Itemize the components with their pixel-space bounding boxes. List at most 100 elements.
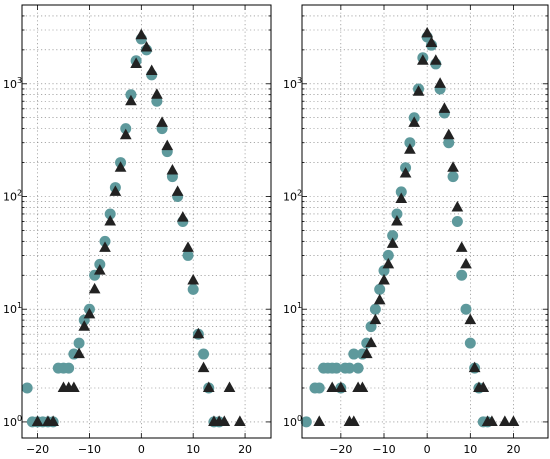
data-point-triangle bbox=[197, 361, 210, 373]
data-point-triangle bbox=[88, 282, 101, 294]
data-point-circle bbox=[348, 348, 360, 360]
data-point-triangle bbox=[114, 161, 127, 172]
data-point-triangle bbox=[507, 415, 520, 426]
data-point-circle bbox=[187, 283, 199, 295]
y-tick-exponent: 2 bbox=[297, 188, 302, 197]
data-point-triangle bbox=[93, 264, 106, 275]
data-point-triangle bbox=[434, 77, 446, 88]
plot-frame bbox=[301, 4, 549, 439]
y-tick-exponent: 2 bbox=[17, 188, 22, 197]
data-point-triangle bbox=[455, 241, 468, 252]
data-point-triangle bbox=[373, 293, 386, 305]
data-point-triangle bbox=[425, 36, 438, 48]
data-point-triangle bbox=[395, 192, 408, 204]
data-point-triangle bbox=[451, 200, 464, 212]
x-tick-label: 10 bbox=[463, 443, 477, 456]
data-point-circle bbox=[99, 235, 111, 247]
data-point-circle bbox=[343, 362, 355, 374]
data-point-triangle bbox=[365, 336, 377, 348]
data-point-triangle bbox=[447, 161, 459, 172]
data-point-triangle bbox=[464, 313, 477, 325]
series-2-triangle bbox=[31, 28, 246, 426]
data-point-triangle bbox=[187, 273, 200, 285]
data-point-circle bbox=[447, 171, 459, 183]
data-point-triangle bbox=[477, 381, 490, 393]
data-point-circle bbox=[464, 337, 476, 349]
y-tick-exponent: 3 bbox=[17, 76, 22, 85]
y-tick-exponent: 3 bbox=[297, 76, 302, 85]
data-point-circle bbox=[21, 382, 33, 394]
x-tick-label: −20 bbox=[26, 443, 49, 456]
y-tick-label: 101 bbox=[3, 301, 22, 316]
y-tick-exponent: 0 bbox=[297, 414, 302, 423]
data-point-triangle bbox=[140, 40, 153, 52]
y-tick-exponent: 1 bbox=[17, 301, 22, 310]
data-point-circle bbox=[395, 186, 407, 198]
data-point-triangle bbox=[31, 415, 44, 426]
data-point-circle bbox=[63, 362, 75, 374]
data-point-triangle bbox=[378, 273, 390, 285]
data-point-triangle bbox=[412, 85, 425, 96]
data-point-triangle bbox=[109, 185, 122, 196]
x-tick-label: 0 bbox=[424, 443, 431, 456]
y-tick-label: 100 bbox=[3, 414, 22, 429]
data-point-triangle bbox=[135, 28, 148, 40]
data-point-triangle bbox=[151, 88, 163, 99]
data-point-triangle bbox=[156, 116, 168, 127]
data-point-circle bbox=[369, 303, 381, 315]
x-tick-label: 10 bbox=[186, 443, 200, 456]
data-point-triangle bbox=[360, 347, 373, 359]
data-point-triangle bbox=[382, 257, 395, 269]
data-point-triangle bbox=[356, 381, 369, 393]
data-point-triangle bbox=[334, 381, 347, 393]
y-tick-label: 103 bbox=[3, 76, 22, 91]
data-point-triangle bbox=[421, 26, 434, 38]
x-tick-label: 0 bbox=[138, 443, 145, 456]
data-point-triangle bbox=[369, 313, 382, 325]
data-point-triangle bbox=[182, 241, 194, 252]
data-point-circle bbox=[387, 230, 399, 242]
data-points bbox=[300, 26, 520, 428]
data-point-triangle bbox=[125, 94, 137, 106]
data-point-triangle bbox=[99, 241, 111, 252]
data-point-triangle bbox=[161, 139, 174, 151]
data-point-triangle bbox=[68, 381, 80, 393]
data-point-triangle bbox=[130, 57, 142, 68]
y-tick-exponent: 0 bbox=[17, 414, 22, 423]
data-points bbox=[21, 28, 246, 428]
data-point-circle bbox=[391, 208, 403, 220]
data-point-triangle bbox=[192, 327, 205, 339]
data-point-circle bbox=[460, 303, 472, 315]
data-point-triangle bbox=[83, 307, 96, 319]
x-tick-label: −20 bbox=[329, 443, 352, 456]
data-point-circle bbox=[374, 283, 386, 295]
data-point-circle bbox=[198, 348, 210, 360]
y-tick-label: 100 bbox=[283, 414, 302, 429]
plot-frame bbox=[21, 4, 272, 439]
data-point-triangle bbox=[404, 143, 416, 154]
data-point-circle bbox=[456, 269, 468, 281]
data-point-circle bbox=[125, 89, 137, 101]
data-point-triangle bbox=[391, 215, 403, 226]
data-point-circle bbox=[120, 123, 132, 135]
data-point-circle bbox=[104, 208, 116, 220]
data-point-triangle bbox=[468, 361, 481, 373]
data-point-triangle bbox=[218, 415, 231, 426]
series-1-circle bbox=[300, 31, 494, 428]
data-point-circle bbox=[331, 362, 343, 374]
data-point-triangle bbox=[47, 415, 59, 426]
data-point-triangle bbox=[104, 215, 117, 226]
data-point-circle bbox=[443, 137, 455, 149]
x-tick-label: 20 bbox=[506, 443, 520, 456]
x-tick-label: −10 bbox=[78, 443, 101, 456]
data-point-triangle bbox=[460, 257, 472, 269]
y-tick-label: 103 bbox=[283, 76, 302, 91]
data-point-circle bbox=[300, 416, 312, 428]
data-point-circle bbox=[313, 382, 325, 394]
data-point-triangle bbox=[347, 415, 360, 426]
data-point-triangle bbox=[416, 54, 429, 65]
data-point-triangle bbox=[313, 415, 326, 426]
